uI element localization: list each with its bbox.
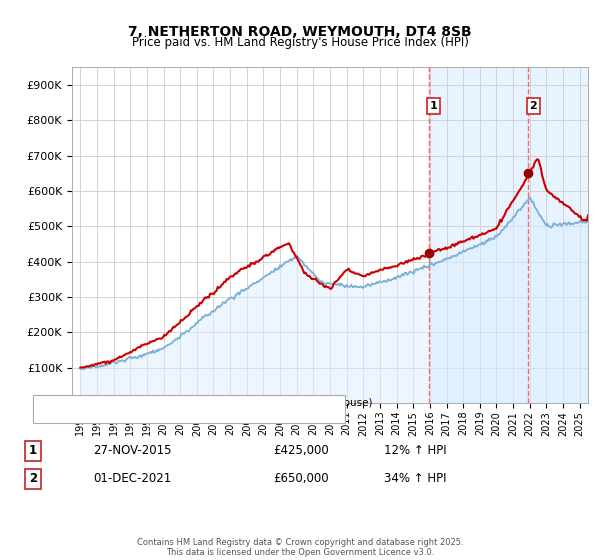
Text: Price paid vs. HM Land Registry's House Price Index (HPI): Price paid vs. HM Land Registry's House … xyxy=(131,36,469,49)
Text: 1: 1 xyxy=(430,101,437,111)
Bar xyxy=(428,67,600,403)
Text: £650,000: £650,000 xyxy=(273,472,329,486)
Text: 34% ↑ HPI: 34% ↑ HPI xyxy=(384,472,446,486)
Text: 7, NETHERTON ROAD, WEYMOUTH, DT4 8SB: 7, NETHERTON ROAD, WEYMOUTH, DT4 8SB xyxy=(128,25,472,39)
Text: 12% ↑ HPI: 12% ↑ HPI xyxy=(384,444,446,458)
Text: HPI: Average price, detached house, Dorset: HPI: Average price, detached house, Dors… xyxy=(48,410,275,421)
Text: 1: 1 xyxy=(29,444,37,458)
Text: 2: 2 xyxy=(29,472,37,486)
Text: 01-DEC-2021: 01-DEC-2021 xyxy=(93,472,171,486)
Text: 27-NOV-2015: 27-NOV-2015 xyxy=(93,444,172,458)
Text: Contains HM Land Registry data © Crown copyright and database right 2025.
This d: Contains HM Land Registry data © Crown c… xyxy=(137,538,463,557)
Text: 7, NETHERTON ROAD, WEYMOUTH, DT4 8SB (detached house): 7, NETHERTON ROAD, WEYMOUTH, DT4 8SB (de… xyxy=(48,397,373,407)
Text: £425,000: £425,000 xyxy=(273,444,329,458)
Text: 2: 2 xyxy=(530,101,537,111)
